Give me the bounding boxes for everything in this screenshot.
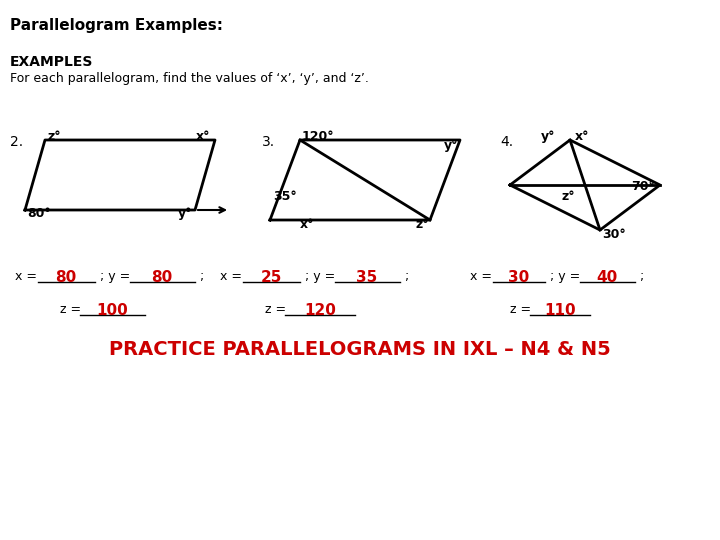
Text: 35°: 35° bbox=[273, 190, 297, 203]
Text: Parallelogram Examples:: Parallelogram Examples: bbox=[10, 18, 223, 33]
Text: 80: 80 bbox=[55, 270, 76, 285]
Text: ; y =: ; y = bbox=[96, 270, 134, 283]
Text: x°: x° bbox=[196, 130, 210, 143]
Text: x =: x = bbox=[220, 270, 246, 283]
Text: x°: x° bbox=[300, 218, 315, 231]
Text: 30: 30 bbox=[508, 270, 530, 285]
Text: 110: 110 bbox=[544, 303, 576, 318]
Text: ; y =: ; y = bbox=[301, 270, 339, 283]
Text: 40: 40 bbox=[596, 270, 618, 285]
Text: z =: z = bbox=[60, 303, 85, 316]
Text: 100: 100 bbox=[96, 303, 128, 318]
Text: For each parallelogram, find the values of ‘x’, ‘y’, and ‘z’.: For each parallelogram, find the values … bbox=[10, 72, 369, 85]
Text: y°: y° bbox=[541, 130, 555, 143]
Text: 4.: 4. bbox=[500, 135, 513, 149]
Text: 70°: 70° bbox=[631, 180, 655, 193]
Text: ; y =: ; y = bbox=[546, 270, 584, 283]
Text: 80°: 80° bbox=[27, 207, 50, 220]
Text: 3.: 3. bbox=[262, 135, 275, 149]
Text: z =: z = bbox=[265, 303, 290, 316]
Text: 35: 35 bbox=[356, 270, 377, 285]
Text: y°: y° bbox=[178, 207, 192, 220]
Text: EXAMPLES: EXAMPLES bbox=[10, 55, 94, 69]
Text: 120: 120 bbox=[304, 303, 336, 318]
Text: z°: z° bbox=[562, 190, 575, 203]
Text: x°: x° bbox=[575, 130, 590, 143]
Text: 30°: 30° bbox=[602, 228, 626, 241]
Text: 25: 25 bbox=[261, 270, 282, 285]
Text: y°: y° bbox=[444, 139, 458, 152]
Text: 2.: 2. bbox=[10, 135, 23, 149]
Text: 80: 80 bbox=[151, 270, 173, 285]
Text: x =: x = bbox=[470, 270, 496, 283]
Text: z°: z° bbox=[48, 130, 62, 143]
Text: z°: z° bbox=[415, 218, 428, 231]
Text: ;: ; bbox=[636, 270, 644, 283]
Text: x =: x = bbox=[15, 270, 41, 283]
Text: ;: ; bbox=[401, 270, 409, 283]
Text: ;: ; bbox=[196, 270, 204, 283]
Text: PRACTICE PARALLELOGRAMS IN IXL – N4 & N5: PRACTICE PARALLELOGRAMS IN IXL – N4 & N5 bbox=[109, 340, 611, 359]
Text: 120°: 120° bbox=[302, 130, 335, 143]
Text: z =: z = bbox=[510, 303, 535, 316]
